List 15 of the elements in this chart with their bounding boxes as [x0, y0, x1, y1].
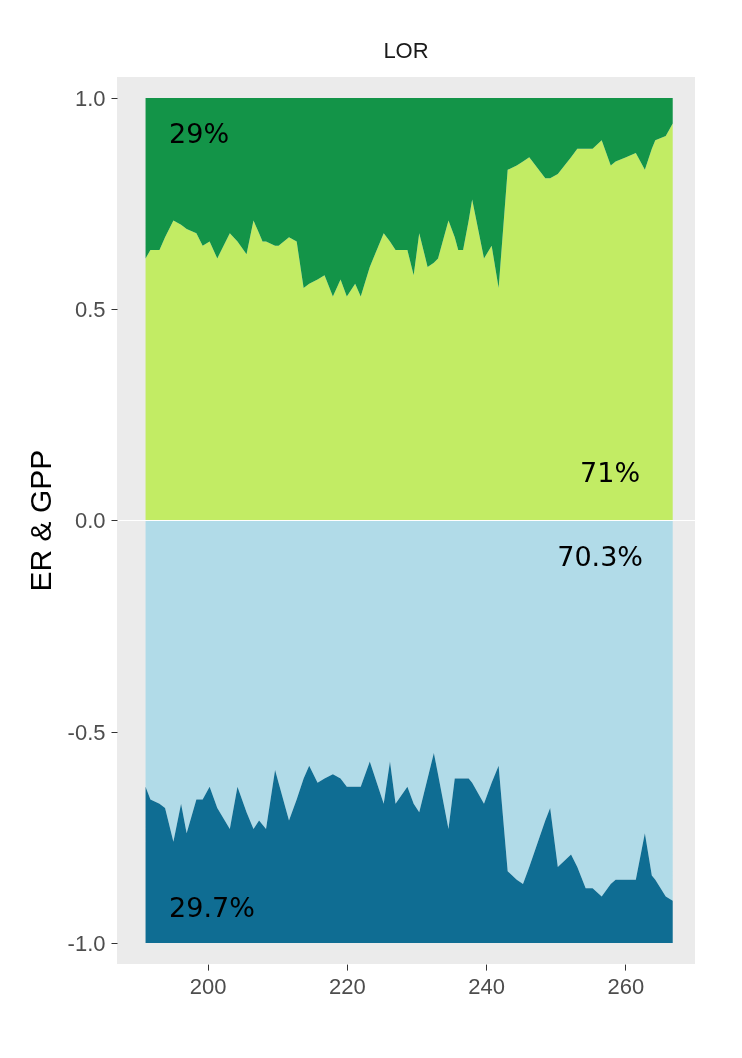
x-tick-label: 240 [468, 973, 505, 999]
chart-title: LOR [383, 38, 429, 63]
annotation: 29% [169, 117, 230, 149]
annotation: 29.7% [169, 891, 255, 923]
annotation: 71% [580, 457, 641, 489]
y-tick-label: 0.5 [74, 296, 106, 322]
x-tick-label: 260 [607, 973, 645, 999]
y-axis-title: ER & GPP [23, 449, 57, 592]
annotation: 70.3% [557, 540, 643, 572]
y-tick-label: -0.5 [67, 719, 106, 745]
y-tick-label: 1.0 [74, 85, 106, 111]
x-tick-label: 200 [189, 973, 227, 999]
y-tick-label: 0.0 [74, 507, 106, 533]
y-tick-label: -1.0 [67, 930, 106, 956]
x-tick-label: 220 [328, 973, 366, 999]
